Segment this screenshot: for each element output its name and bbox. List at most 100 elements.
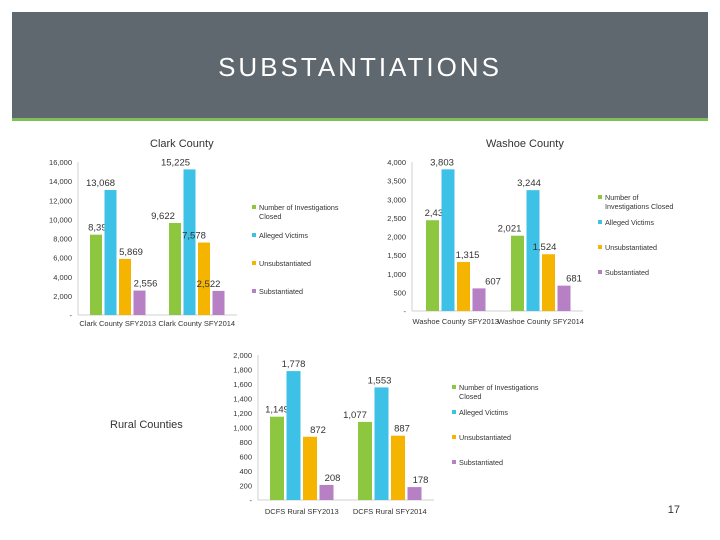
rural-legend-label: Closed — [459, 392, 481, 401]
clark-data-label: 2,556 — [134, 279, 158, 290]
washoe-legend-label: Unsubstantiated — [605, 243, 657, 252]
rural-y-tick-label: - — [250, 496, 253, 505]
rural-legend-swatch — [452, 410, 456, 414]
washoe-legend-swatch — [598, 195, 602, 199]
rural-y-tick-label: 1,600 — [233, 380, 252, 389]
washoe-category-label: Washoe County SFY2014 — [498, 317, 584, 326]
washoe-y-tick-label: - — [404, 307, 407, 316]
washoe-data-label: 2,021 — [498, 224, 522, 235]
clark-y-tick-label: 12,000 — [49, 196, 72, 205]
clark-y-tick-label: 8,000 — [53, 235, 72, 244]
rural-bar-1-4 — [319, 484, 334, 500]
washoe-y-tick-label: 500 — [393, 288, 406, 297]
accent-divider — [12, 118, 708, 121]
title-banner: SUBSTANTIATIONS — [12, 12, 708, 118]
washoe-y-tick-label: 4,000 — [387, 158, 406, 167]
rural-y-tick-label: 1,800 — [233, 366, 252, 375]
washoe-bar-1-3 — [457, 262, 470, 311]
clark-category-label: Clark County SFY2014 — [158, 319, 235, 328]
clark-chart-title: Clark County — [150, 138, 214, 150]
washoe-chart-title: Washoe County — [486, 138, 564, 150]
washoe-legend-label: Number of — [605, 193, 639, 202]
rural-legend-label: Number of Investigations — [459, 383, 539, 392]
rural-data-label: 887 — [394, 424, 410, 435]
rural-y-tick-label: 600 — [239, 453, 252, 462]
rural-bar-1-2 — [286, 371, 301, 500]
rural-bar-2-1 — [358, 421, 372, 500]
washoe-bar-2-1 — [511, 235, 524, 311]
clark-bar-2-2 — [183, 169, 196, 315]
rural-data-label: 1,077 — [343, 410, 367, 421]
rural-y-tick-label: 2,000 — [233, 351, 252, 360]
washoe-legend-label: Alleged Victims — [605, 218, 654, 227]
clark-data-label: 8,399 — [88, 223, 112, 234]
rural-category-label: DCFS Rural SFY2014 — [353, 507, 427, 516]
clark-legend-label: Unsubstantiated — [259, 259, 311, 268]
clark-data-label: 5,869 — [119, 247, 143, 258]
clark-y-tick-label: 4,000 — [53, 273, 72, 282]
rural-bar-2-2 — [374, 387, 389, 500]
washoe-data-label: 3,244 — [517, 178, 541, 189]
washoe-bar-1-2 — [441, 169, 455, 311]
clark-data-label: 7,578 — [182, 231, 206, 242]
clark-bar-2-4 — [212, 290, 225, 315]
clark-legend-label: Substantiated — [259, 287, 303, 296]
rural-y-tick-label: 1,000 — [233, 424, 252, 433]
washoe-y-tick-label: 3,000 — [387, 195, 406, 204]
washoe-legend-label: Investigations Closed — [605, 202, 673, 211]
rural-data-label: 1,149 — [265, 405, 289, 416]
clark-legend-swatch — [252, 289, 256, 293]
rural-y-tick-label: 200 — [239, 482, 252, 491]
clark-y-tick-label: 2,000 — [53, 292, 72, 301]
rural-data-label: 872 — [310, 425, 326, 436]
clark-bar-2-3 — [198, 242, 210, 315]
clark-bar-1-4 — [133, 290, 146, 315]
clark-y-tick-label: 16,000 — [49, 158, 72, 167]
clark-legend-label: Alleged Victims — [259, 231, 308, 240]
washoe-legend-swatch — [598, 270, 602, 274]
rural-data-label: 178 — [413, 475, 429, 486]
washoe-y-tick-label: 3,500 — [387, 177, 406, 186]
clark-y-tick-label: 10,000 — [49, 215, 72, 224]
washoe-legend-swatch — [598, 220, 602, 224]
clark-y-tick-label: - — [70, 311, 73, 320]
page-number: 17 — [667, 504, 680, 516]
washoe-data-label: 1,315 — [456, 250, 480, 261]
washoe-y-tick-label: 2,000 — [387, 233, 406, 242]
rural-y-tick-label: 400 — [239, 467, 252, 476]
washoe-data-label: 3,803 — [430, 157, 454, 168]
clark-bar-1-1 — [90, 234, 102, 315]
clark-y-tick-label: 6,000 — [53, 254, 72, 263]
rural-bar-2-3 — [391, 435, 405, 500]
washoe-category-label: Washoe County SFY2013 — [413, 317, 499, 326]
washoe-data-label: 681 — [566, 274, 582, 285]
washoe-legend-label: Substantiated — [605, 268, 649, 277]
washoe-bar-2-2 — [526, 190, 540, 311]
clark-bar-1-2 — [104, 190, 117, 315]
washoe-bar-2-4 — [557, 285, 571, 311]
rural-chart-title: Rural Counties — [110, 419, 183, 431]
washoe-y-tick-label: 2,500 — [387, 214, 406, 223]
washoe-data-label: 607 — [485, 276, 501, 287]
rural-legend-label: Unsubstantiated — [459, 433, 511, 442]
rural-legend-swatch — [452, 435, 456, 439]
rural-legend-label: Alleged Victims — [459, 408, 508, 417]
clark-legend-swatch — [252, 233, 256, 237]
rural-y-tick-label: 1,200 — [233, 409, 252, 418]
washoe-data-label: 2,437 — [425, 208, 449, 219]
washoe-bar-1-4 — [472, 288, 486, 311]
washoe-data-label: 1,524 — [533, 242, 557, 253]
rural-category-label: DCFS Rural SFY2013 — [265, 507, 339, 516]
washoe-bar-1-1 — [426, 220, 439, 311]
rural-data-label: 1,553 — [368, 375, 392, 386]
washoe-y-tick-label: 1,500 — [387, 251, 406, 260]
rural-data-label: 208 — [325, 473, 341, 484]
rural-bar-1-3 — [303, 436, 317, 500]
rural-y-tick-label: 800 — [239, 438, 252, 447]
clark-y-tick-label: 14,000 — [49, 177, 72, 186]
clark-legend-label: Number of Investigations — [259, 203, 339, 212]
clark-legend-swatch — [252, 205, 256, 209]
clark-bar-1-3 — [119, 258, 131, 315]
clark-legend-label: Closed — [259, 212, 281, 221]
